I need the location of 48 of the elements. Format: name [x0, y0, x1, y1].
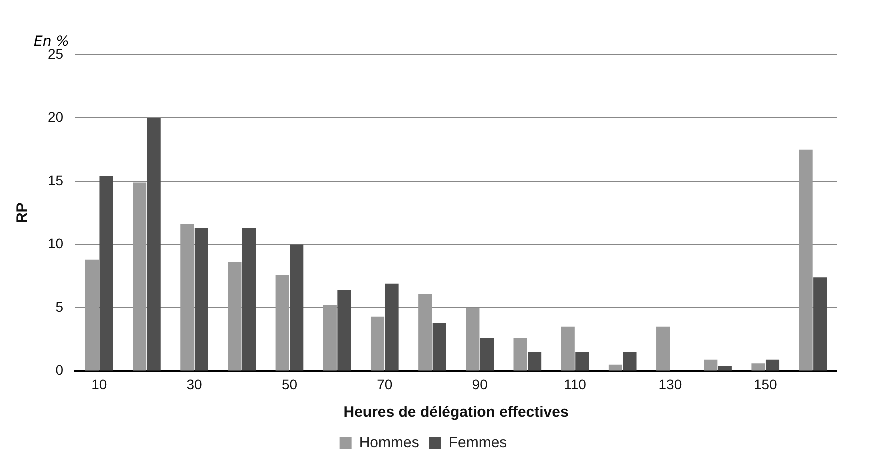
x-tick-label: 30 — [186, 376, 203, 392]
bar — [752, 364, 766, 371]
bar — [85, 260, 100, 371]
bar — [242, 228, 256, 371]
x-tick-label: 150 — [754, 376, 778, 392]
bar — [656, 326, 670, 371]
bar — [561, 326, 575, 371]
legend-label: Hommes — [359, 434, 420, 452]
bar — [528, 352, 542, 371]
bar — [290, 244, 304, 371]
x-tick-label: 130 — [658, 376, 682, 392]
bar — [418, 294, 432, 371]
x-tick-label: 90 — [472, 376, 488, 392]
bar — [133, 182, 147, 371]
y-tick-label: 15 — [48, 172, 64, 188]
bar — [147, 118, 161, 371]
bar — [514, 338, 528, 371]
bar — [814, 278, 828, 371]
bar — [385, 284, 399, 371]
bar — [608, 364, 622, 371]
bar — [766, 360, 780, 371]
bar — [370, 316, 385, 371]
bar — [466, 308, 480, 371]
y-axis-title: RP — [14, 202, 32, 224]
x-tick-label: 110 — [564, 376, 587, 392]
bar — [623, 352, 637, 371]
bar — [323, 305, 337, 371]
bar — [799, 150, 813, 371]
bar — [576, 352, 590, 371]
x-axis-title: Heures de délégation effectives — [344, 404, 569, 422]
bar — [704, 360, 718, 371]
y-tick-label: 10 — [48, 236, 64, 252]
bar — [194, 228, 208, 371]
bar — [480, 338, 494, 371]
bar — [432, 323, 446, 371]
y-tick-label: 5 — [56, 298, 64, 315]
x-tick-label: 10 — [92, 376, 108, 392]
bar — [338, 290, 352, 371]
bar — [276, 275, 290, 371]
y-tick-label: 0 — [56, 362, 64, 378]
bar — [718, 366, 732, 371]
bar — [180, 224, 194, 371]
x-tick-label: 70 — [377, 376, 393, 392]
x-tick-label: 50 — [282, 376, 298, 392]
bar — [228, 262, 242, 371]
legend-label: Femmes — [448, 434, 508, 452]
y-tick-label: 20 — [48, 109, 64, 126]
bar — [100, 176, 114, 371]
